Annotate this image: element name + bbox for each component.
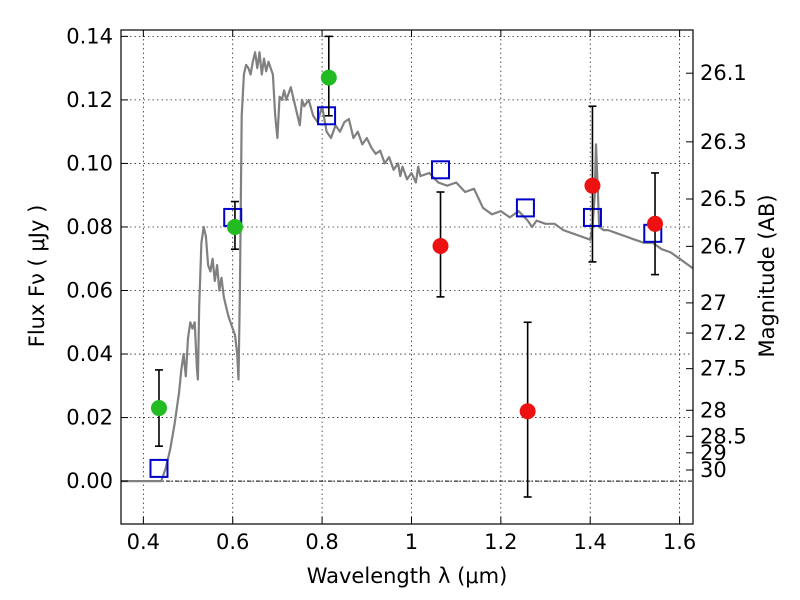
x-axis-label: Wavelength λ (μm): [307, 564, 508, 588]
right-tick-label: 27.2: [700, 321, 747, 345]
right-tick-label: 29: [700, 441, 727, 465]
x-tick-label: 0.8: [305, 530, 338, 554]
observed-flux-point: [584, 177, 601, 194]
right-tick-label: 26.1: [700, 61, 747, 85]
y-tick-label: 0.10: [66, 151, 113, 175]
right-tick-label: 28: [700, 398, 727, 422]
right-tick-label: 26.3: [700, 130, 747, 154]
y-tick-label: 0.06: [66, 279, 113, 303]
y-tick-label: 0.02: [66, 406, 113, 430]
x-tick-label: 1.2: [484, 530, 517, 554]
x-tick-label: 0.6: [216, 530, 249, 554]
x-tick-label: 1.4: [574, 530, 607, 554]
right-tick-label: 28.5: [700, 424, 747, 448]
observed-flux-point: [150, 400, 167, 417]
right-tick-label: 30: [700, 458, 727, 482]
tick-labels: 0.4 0.6 0.8 1 1.2 1.4 1.6 0.00 0.02 0.04 0.06 0.08 0…: [66, 24, 747, 554]
observed-flux-point: [432, 238, 449, 255]
right-tick-label: 27: [700, 291, 727, 315]
y-tick-label: 0.04: [66, 342, 113, 366]
observed-flux-point: [320, 69, 337, 86]
y-tick-label: 0.00: [66, 469, 113, 493]
y-tick-label: 0.14: [66, 24, 113, 48]
plot-frame: [120, 29, 694, 525]
plot-area: [121, 30, 693, 524]
model-flux-square: [317, 106, 337, 126]
ticks: [121, 30, 693, 524]
observed-flux-point: [519, 403, 536, 420]
x-tick-label: 1: [405, 530, 418, 554]
y-tick-label: 0.08: [66, 215, 113, 239]
model-flux-square: [149, 458, 169, 478]
y-axis-label: Flux Fν ( μJy ): [25, 205, 49, 348]
right-axis-label: Magnitude (AB): [755, 194, 779, 357]
right-tick-label: 26.5: [700, 187, 747, 211]
right-tick-label: 27.5: [700, 357, 747, 381]
observed-flux-point: [647, 215, 664, 232]
x-tick-label: 1.6: [663, 530, 696, 554]
y-tick-label: 0.12: [66, 88, 113, 112]
right-tick-label: 26.7: [700, 234, 747, 258]
x-tick-label: 0.4: [127, 530, 160, 554]
model-flux-square: [515, 198, 535, 218]
model-flux-square: [431, 160, 451, 180]
series-layer: [121, 35, 694, 498]
observed-flux-point: [226, 218, 243, 235]
